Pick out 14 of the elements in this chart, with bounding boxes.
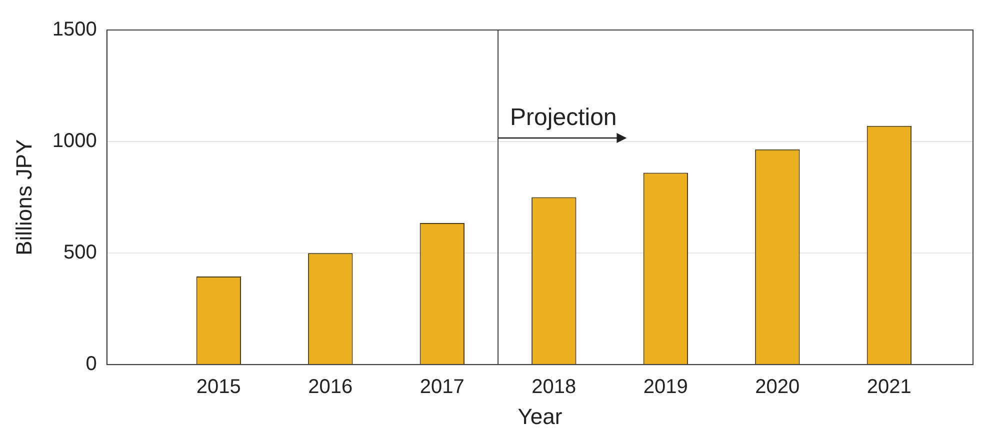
y-tick-label: 0 <box>86 353 97 376</box>
x-tick-label: 2019 <box>643 376 688 398</box>
y-axis-title: Billions JPY <box>11 138 36 256</box>
x-tick-label: 2018 <box>532 376 576 398</box>
x-tick-label: 2020 <box>755 376 800 398</box>
annotation: Projection <box>510 104 617 131</box>
x-tick-label: 2021 <box>866 376 912 398</box>
x-axis-title: Year <box>518 404 562 429</box>
y-tick-label: 1500 <box>52 18 97 41</box>
y-tick-label: 1000 <box>52 130 97 152</box>
x-tick-label: 2016 <box>308 376 353 398</box>
x-tick-label: 2017 <box>420 376 464 398</box>
y-tick-label: 500 <box>64 242 97 264</box>
x-tick-label: 2015 <box>196 376 241 398</box>
